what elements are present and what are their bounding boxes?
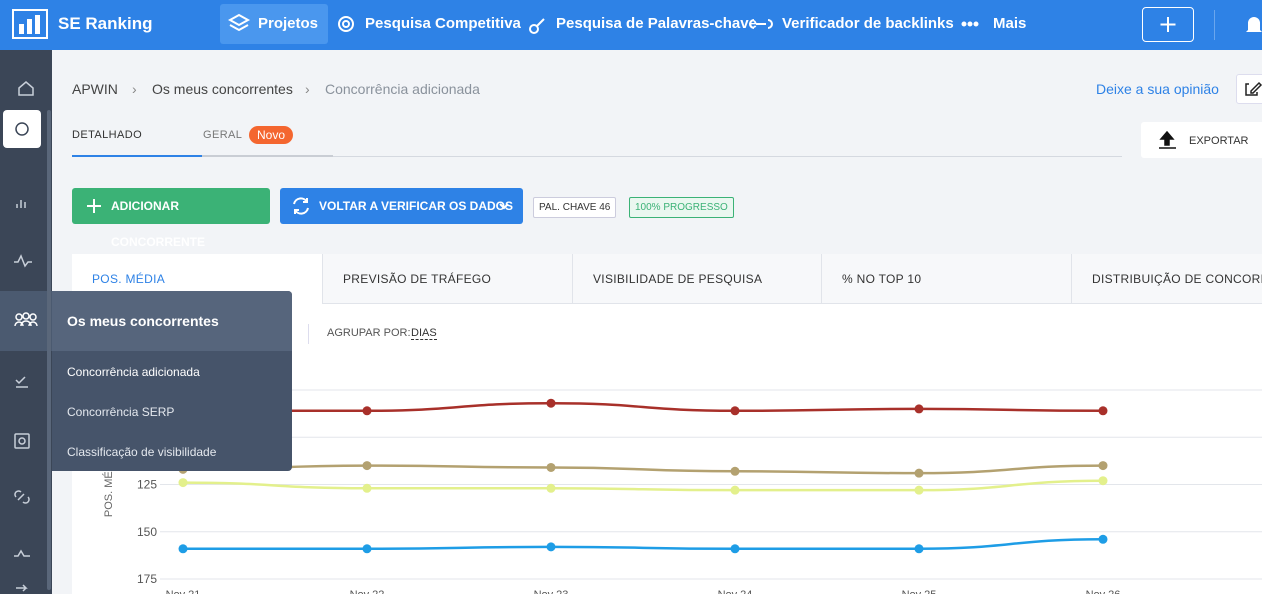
nav-item[interactable]: Mais	[993, 15, 1027, 32]
breadcrumb[interactable]: APWIN	[72, 81, 118, 97]
data-point	[362, 544, 372, 554]
data-point	[546, 398, 556, 408]
top-bar: SE Ranking Projetos Pesquisa Competitiva…	[0, 0, 1262, 50]
data-point	[178, 544, 188, 554]
tab[interactable]: DETALHADO	[72, 129, 143, 141]
data-point	[1098, 406, 1108, 416]
sidebar	[0, 50, 52, 594]
data-point	[546, 462, 556, 472]
divider	[308, 324, 309, 344]
x-tick-label: Nov 21	[166, 589, 201, 594]
brand[interactable]: SE Ranking	[58, 14, 153, 33]
y-tick-label: 175	[137, 572, 157, 586]
scrollbar	[47, 110, 51, 590]
nav-item[interactable]: Pesquisa de Palavras-chave	[556, 15, 757, 32]
flyout-item[interactable]: Concorrência SERP	[67, 405, 175, 419]
breadcrumb[interactable]: Os meus concorrentes	[152, 81, 293, 97]
data-point	[178, 478, 188, 488]
competitors-icon[interactable]	[14, 308, 38, 332]
data-point	[730, 406, 740, 416]
data-point	[914, 404, 924, 414]
x-tick-label: Nov 26	[1086, 589, 1121, 594]
edit-icon	[1245, 81, 1262, 96]
x-tick-label: Nov 22	[350, 589, 385, 594]
series-line	[182, 401, 1104, 413]
y-tick-label: 150	[137, 525, 157, 539]
export-label[interactable]: EXPORTAR	[1189, 135, 1249, 147]
group-by-value[interactable]: DIAS	[411, 327, 437, 340]
breadcrumb-sep: ›	[305, 81, 310, 97]
tab[interactable]: GERAL	[203, 129, 243, 141]
data-point	[1098, 476, 1108, 486]
series-line	[183, 538, 1104, 551]
data-point	[914, 544, 924, 554]
data-point	[730, 466, 740, 476]
nav-item[interactable]: Verificador de backlinks	[782, 15, 954, 32]
edit-button[interactable]	[1236, 74, 1262, 104]
flyout-item[interactable]: Classificação de visibilidade	[67, 445, 217, 459]
keyword-chip: PAL. CHAVE 46	[533, 197, 617, 218]
data-point	[362, 483, 372, 493]
plus-icon	[1160, 17, 1176, 32]
new-badge: Novo	[249, 126, 294, 144]
metric-tab[interactable]: DISTRIBUIÇÃO DE CONCORRÊN	[1071, 254, 1262, 304]
export-button[interactable]	[1141, 122, 1262, 158]
export-icon	[1159, 131, 1176, 149]
data-point	[362, 461, 372, 471]
x-tick-label: Nov 23	[534, 589, 569, 594]
recheck-button[interactable]: VOLTAR A VERIFICAR OS DADOS	[280, 188, 523, 224]
data-point	[914, 468, 924, 478]
data-point	[1098, 534, 1108, 544]
plus-icon	[87, 199, 101, 213]
series-line	[182, 479, 1104, 492]
logo-icon	[12, 9, 48, 39]
data-point	[1098, 461, 1108, 471]
flyout-header	[52, 291, 292, 351]
data-point	[546, 542, 556, 552]
series-line	[182, 464, 1104, 475]
metric-tab[interactable]: VISIBILIDADE DE PESQUISA	[572, 254, 821, 304]
divider	[1214, 10, 1215, 40]
recheck-icons	[293, 197, 509, 215]
breadcrumb: Concorrência adicionada	[325, 81, 480, 97]
y-tick-label: 125	[137, 478, 157, 492]
data-point	[362, 406, 372, 416]
metric-tab[interactable]: % NO TOP 10	[821, 254, 1071, 304]
breadcrumb-sep: ›	[132, 81, 137, 97]
data-point	[914, 485, 924, 495]
x-tick-label: Nov 24	[718, 589, 753, 594]
tab-underline	[72, 155, 202, 157]
feedback-link[interactable]: Deixe a sua opinião	[1096, 81, 1219, 97]
nav-icons	[228, 13, 979, 34]
data-point	[546, 483, 556, 493]
flyout-item[interactable]: Concorrência adicionada	[67, 365, 200, 379]
x-tick-label: Nov 25	[902, 589, 937, 594]
add-competitor-button[interactable]: ADICIONAR CONCORRENTE	[72, 188, 270, 249]
metric-tab[interactable]: PREVISÃO DE TRÁFEGO	[322, 254, 572, 304]
group-by-label: AGRUPAR POR:	[327, 327, 411, 339]
data-point	[730, 544, 740, 554]
bell-icon[interactable]	[1244, 14, 1262, 36]
flyout-menu: Os meus concorrentes Concorrência adicio…	[52, 291, 292, 471]
tab-underline	[202, 155, 333, 157]
progress-chip: 100% PROGRESSO	[629, 197, 734, 218]
data-point	[730, 485, 740, 495]
nav-item[interactable]: Pesquisa Competitiva	[365, 15, 521, 32]
tab-rule	[72, 156, 1122, 157]
flyout-title[interactable]: Os meus concorrentes	[67, 313, 219, 329]
add-button[interactable]	[1142, 7, 1194, 42]
